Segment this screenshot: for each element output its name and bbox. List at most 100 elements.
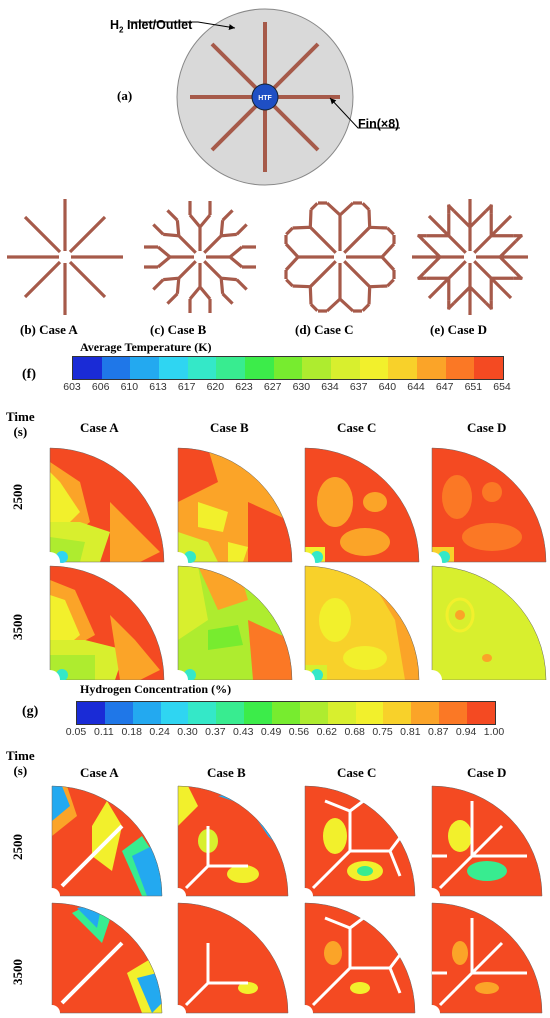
- colorbar-tick-label: 0.75: [372, 726, 393, 738]
- colorbar-tick-label: 620: [206, 381, 225, 393]
- col-header-f-b: Case B: [210, 420, 249, 435]
- case-e-label: (e) Case D: [430, 322, 488, 337]
- colorbar-swatch: [445, 357, 475, 379]
- temperature-legend-title: Average Temperature (K): [80, 340, 212, 354]
- colorbar-tick-label: 0.24: [149, 726, 170, 738]
- fins-a: [190, 22, 340, 172]
- hydrogen-colorbar: [76, 701, 496, 725]
- panel-g-label: (g): [22, 704, 39, 719]
- colorbar-tick-label: 0.30: [177, 726, 198, 738]
- col-header-g-b: Case B: [207, 765, 246, 780]
- colorbar-tick-label: 623: [235, 381, 253, 393]
- case-c-diagram: [284, 201, 396, 313]
- colorbar-tick-label: 647: [435, 381, 454, 393]
- hydrogen-contours: [44, 785, 543, 1018]
- colorbar-swatch: [216, 357, 246, 379]
- colorbar-swatch: [159, 357, 188, 379]
- temp-3500-case-c: [295, 565, 420, 680]
- h2-3500-case-b: [170, 902, 289, 1018]
- colorbar-swatch: [73, 357, 102, 379]
- colorbar-tick-label: 0.49: [260, 726, 282, 738]
- colorbar-swatch: [331, 357, 360, 379]
- colorbar-swatch: [327, 702, 356, 724]
- colorbar-swatch: [245, 357, 274, 379]
- col-header-g-d: Case D: [467, 765, 507, 780]
- panel-a-diagram: HTF: [130, 8, 400, 186]
- colorbar-tick-label: 0.37: [205, 726, 226, 738]
- colorbar-tick-label: 0.94: [455, 726, 477, 738]
- colorbar-swatch: [77, 702, 105, 724]
- htf-tube: [251, 83, 279, 111]
- colorbar-swatch: [272, 702, 300, 724]
- colorbar-swatch: [187, 357, 217, 379]
- colorbar-tick-label: 627: [263, 381, 282, 393]
- colorbar-tick-label: 613: [149, 381, 167, 393]
- temp-2500-case-a: [40, 447, 165, 572]
- colorbar-tick-label: 0.11: [94, 726, 114, 738]
- case-a-diagram: [7, 199, 123, 315]
- colorbar-tick-label: 0.68: [344, 726, 365, 738]
- h2-3500-case-d: [424, 902, 543, 1018]
- h2-3500-case-a: [44, 902, 163, 1018]
- case-c-label: (c) Case B: [150, 322, 207, 337]
- temp-3500-case-d: [422, 565, 547, 680]
- colorbar-tick-label: 651: [464, 381, 483, 393]
- case-d-diagram: [410, 198, 530, 317]
- col-header-f-d: Case D: [467, 420, 507, 435]
- colorbar-tick-label: 1.00: [483, 726, 505, 738]
- colorbar-tick-label: 644: [407, 381, 425, 393]
- col-header-g-c: Case C: [337, 765, 377, 780]
- colorbar-tick-label: 640: [378, 381, 397, 393]
- hydrogen-legend-title: Hydrogen Concentration (%): [80, 682, 232, 696]
- colorbar-swatch: [160, 702, 189, 724]
- colorbar-swatch: [299, 702, 328, 724]
- case-b-label: (b) Case A: [20, 322, 78, 337]
- colorbar-swatch: [355, 702, 384, 724]
- colorbar-tick-label: 634: [321, 381, 339, 393]
- colorbar-tick-label: 610: [120, 381, 139, 393]
- temp-2500-case-b: [168, 447, 293, 572]
- colorbar-tick-label: 0.81: [400, 726, 421, 738]
- colorbar-swatch: [273, 357, 303, 379]
- colorbar-swatch: [359, 357, 389, 379]
- temp-3500-case-a: [40, 565, 165, 680]
- colorbar-swatch: [439, 702, 468, 724]
- h2-3500-case-c: [297, 902, 416, 1018]
- temperature-colorbar: [72, 356, 504, 380]
- colorbar-swatch: [216, 702, 245, 724]
- colorbar-tick-label: 0.18: [121, 726, 142, 738]
- temperature-contours: [40, 447, 547, 680]
- panel-f-label: (f): [22, 367, 36, 382]
- colorbar-tick-label: 0.87: [428, 726, 449, 738]
- case-d-label: (d) Case C: [295, 322, 354, 337]
- colorbar-tick-label: 0.43: [232, 726, 254, 738]
- colorbar-tick-label: 606: [91, 381, 110, 393]
- temp-2500-case-d: [422, 447, 547, 572]
- time-header-f: Time (s): [6, 409, 35, 439]
- colorbar-swatch: [388, 357, 418, 379]
- case-b-diagram: [142, 201, 258, 315]
- h2-2500-case-b: [170, 785, 289, 904]
- colorbar-swatch: [132, 702, 161, 724]
- h2-2500-case-a: [44, 785, 163, 904]
- col-header-f-a: Case A: [80, 420, 119, 435]
- colorbar-tick-label: 654: [493, 381, 511, 393]
- colorbar-swatch: [104, 702, 133, 724]
- colorbar-tick-label: 617: [177, 381, 196, 393]
- colorbar-tick-label: 637: [349, 381, 368, 393]
- temp-2500-case-c: [295, 447, 420, 572]
- colorbar-swatch: [411, 702, 440, 724]
- colorbar-swatch: [474, 357, 504, 379]
- colorbar-swatch: [101, 357, 131, 379]
- h2-2500-case-c: [297, 785, 416, 904]
- temp-3500-case-b: [168, 565, 293, 680]
- colorbar-swatch: [417, 357, 446, 379]
- colorbar-swatch: [188, 702, 217, 724]
- colorbar-tick-label: 0.05: [65, 726, 87, 738]
- colorbar-swatch: [302, 357, 332, 379]
- panel-a-label: (a): [117, 88, 133, 103]
- colorbar-tick-label: 0.62: [316, 726, 338, 738]
- col-header-g-a: Case A: [80, 765, 119, 780]
- colorbar-tick-label: 603: [63, 381, 81, 393]
- h2-2500-case-d: [424, 785, 543, 904]
